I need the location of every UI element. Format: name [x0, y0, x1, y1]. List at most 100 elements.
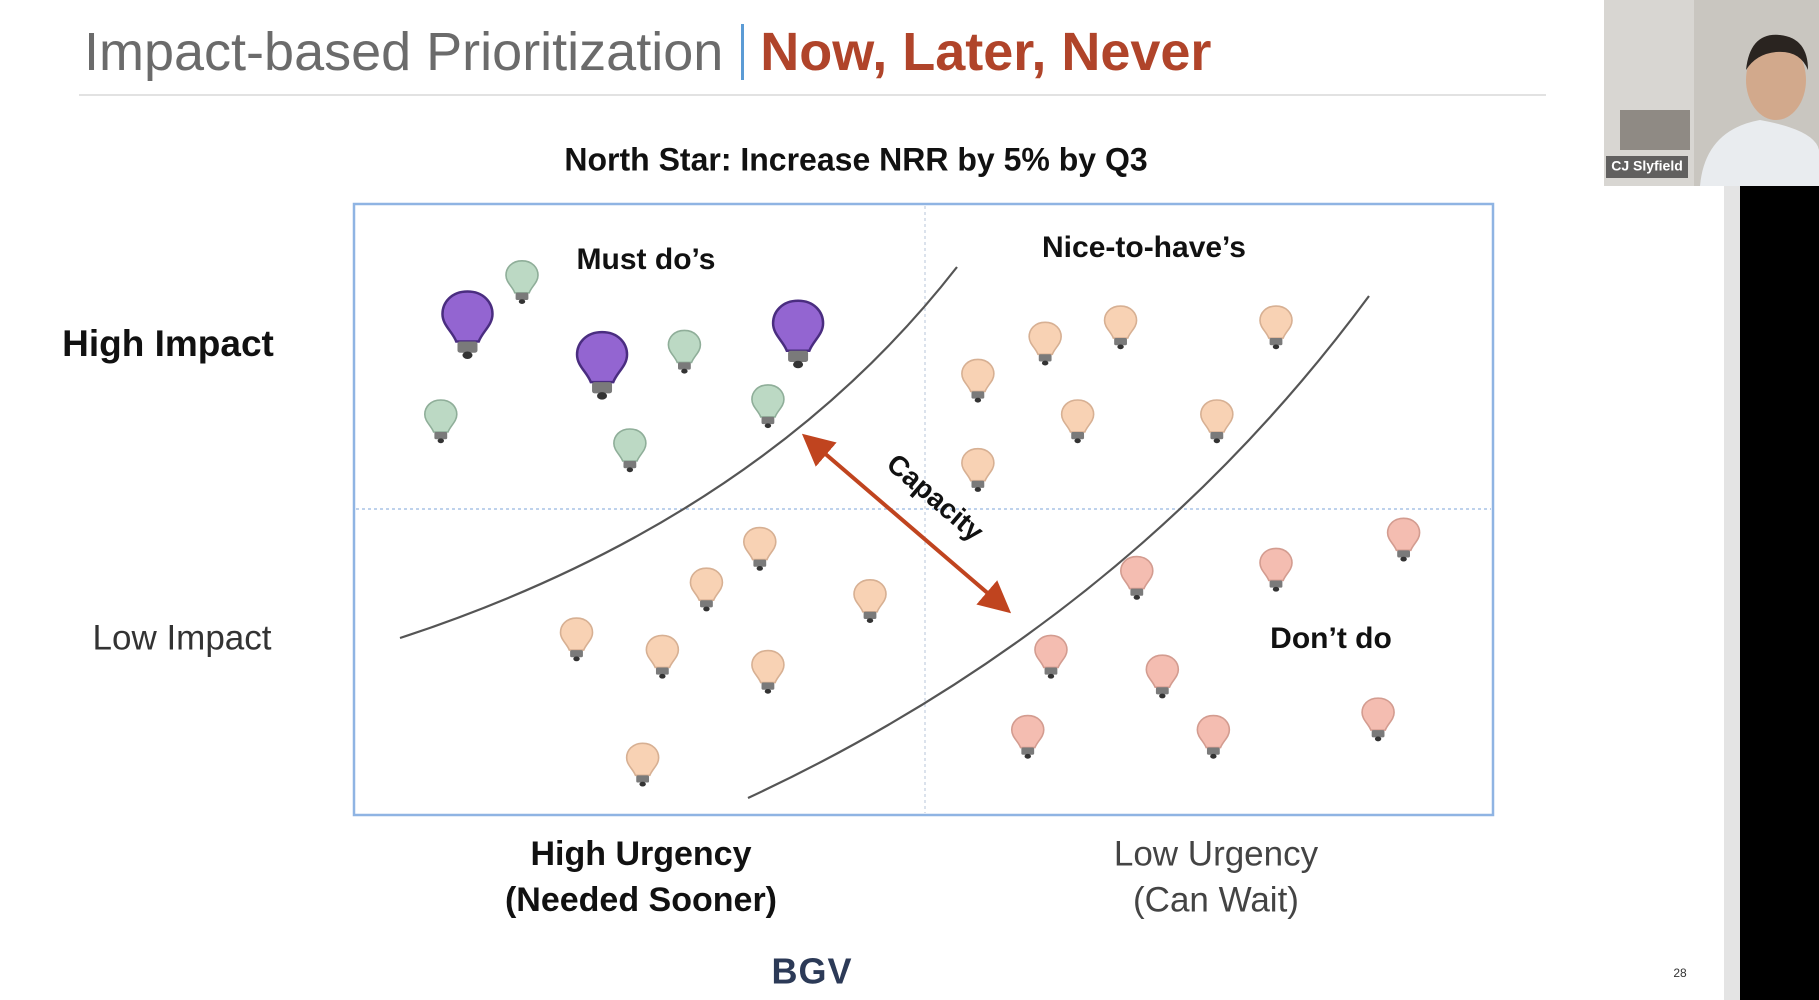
- bulb-glass: [1028, 321, 1062, 356]
- bulb-tip: [681, 368, 688, 374]
- idea-bulb: [961, 447, 995, 492]
- idea-bulb: [751, 649, 785, 694]
- idea-bulb: [505, 259, 539, 304]
- bulb-base: [971, 480, 985, 488]
- bulb-base: [1206, 747, 1220, 755]
- bulb-glass: [961, 447, 995, 482]
- bulb-glass: [1120, 555, 1154, 590]
- bulb-tip: [866, 618, 874, 623]
- page-number: 28: [1673, 966, 1687, 980]
- bulb-tip: [1074, 438, 1081, 444]
- bulb-base: [515, 292, 529, 300]
- webcam-tile: CJ Slyfield: [1604, 0, 1819, 186]
- bulb-glass: [613, 428, 647, 462]
- bulb-glass: [751, 649, 785, 684]
- bulb-base: [1044, 667, 1058, 675]
- bulb-glass: [645, 634, 680, 669]
- bulb-base: [623, 461, 637, 469]
- bulb-base: [971, 391, 985, 399]
- idea-bulb: [1060, 399, 1095, 444]
- idea-bulb: [559, 617, 594, 662]
- idea-bulb: [961, 358, 995, 403]
- idea-bulb: [742, 526, 777, 571]
- idea-bulbs: [423, 259, 1421, 787]
- idea-bulb: [771, 299, 825, 369]
- title-separator: [741, 24, 745, 80]
- bulb-glass: [1361, 697, 1395, 731]
- bulb-tip: [764, 423, 772, 429]
- bulb-base: [1371, 730, 1385, 738]
- bulb-tip: [1272, 344, 1280, 350]
- bulb-base: [1071, 432, 1085, 440]
- bulb-base: [1210, 432, 1224, 440]
- axis-label: Low Impact: [93, 618, 272, 657]
- idea-bulb: [423, 399, 458, 444]
- bulb-glass: [771, 299, 825, 353]
- bulb-glass: [441, 290, 494, 343]
- bulb-base: [636, 775, 650, 783]
- bulb-tip: [703, 606, 710, 612]
- scrollbar-strip: [1724, 186, 1740, 1000]
- bulb-glass: [689, 567, 724, 601]
- bulb-tip: [597, 392, 608, 400]
- axis-label: High Impact: [62, 323, 274, 364]
- bulb-tip: [974, 397, 982, 403]
- quadrant-label: Must do’s: [577, 243, 716, 276]
- bulb-glass: [751, 384, 785, 418]
- idea-bulb: [1259, 305, 1293, 350]
- bulb-base: [457, 341, 478, 353]
- bulb-tip: [1117, 344, 1124, 350]
- axis-label: High Urgency: [530, 835, 751, 873]
- bulb-glass: [1103, 305, 1138, 339]
- idea-bulb: [1120, 555, 1154, 600]
- idea-bulb: [667, 329, 702, 374]
- idea-bulb: [1145, 654, 1180, 699]
- participant-tag: [1606, 156, 1688, 178]
- title-accent: Now, Later, Never: [760, 22, 1212, 82]
- slide-title: Impact-based Prioritization Now, Later, …: [84, 18, 1211, 86]
- webcam-person-hair: [1746, 34, 1808, 70]
- bulb-base: [700, 600, 713, 608]
- bulb-base: [592, 382, 613, 394]
- bulb-tip: [518, 299, 526, 304]
- bulb-base: [761, 682, 775, 690]
- bulb-base: [1114, 338, 1127, 346]
- bulb-glass: [853, 579, 887, 613]
- axis-label: (Needed Sooner): [505, 881, 777, 919]
- idea-bulb: [1259, 547, 1293, 592]
- bulb-base: [1021, 747, 1035, 755]
- idea-bulb: [1361, 697, 1395, 742]
- idea-bulb: [1034, 634, 1068, 679]
- bulb-base: [863, 611, 877, 619]
- title-main: Impact-based Prioritization: [84, 22, 724, 82]
- bulb-glass: [505, 259, 539, 294]
- bulb-glass: [1386, 517, 1421, 552]
- webcam-person-head: [1746, 40, 1806, 120]
- bulb-tip: [1047, 673, 1055, 679]
- idea-bulb: [613, 428, 647, 473]
- bulb-tip: [1133, 595, 1140, 600]
- idea-bulb: [1028, 321, 1062, 366]
- bulb-tip: [1210, 753, 1217, 759]
- bulb-base: [1269, 338, 1283, 346]
- boundary-curve: [747, 295, 1370, 799]
- bulb-glass: [1010, 714, 1045, 749]
- bulb-glass: [559, 617, 594, 651]
- webcam-person-body: [1700, 120, 1819, 186]
- bulb-glass: [1060, 399, 1095, 433]
- quadrant-label: Don’t do: [1270, 622, 1392, 655]
- bulb-tip: [626, 467, 634, 473]
- bulb-tip: [764, 688, 772, 694]
- bulb-base: [1397, 550, 1410, 558]
- idea-bulb: [1200, 399, 1234, 444]
- bulb-base: [761, 416, 775, 425]
- participant-name: CJ Slyfield: [1611, 158, 1683, 174]
- bulb-base: [655, 667, 669, 675]
- black-strip: [1740, 186, 1819, 1000]
- idea-bulb: [441, 290, 494, 359]
- bulb-tip: [573, 656, 580, 662]
- bulb-base: [434, 432, 448, 440]
- bulb-tip: [1400, 556, 1407, 562]
- bulb-glass: [742, 526, 777, 561]
- bulb-tip: [659, 673, 666, 679]
